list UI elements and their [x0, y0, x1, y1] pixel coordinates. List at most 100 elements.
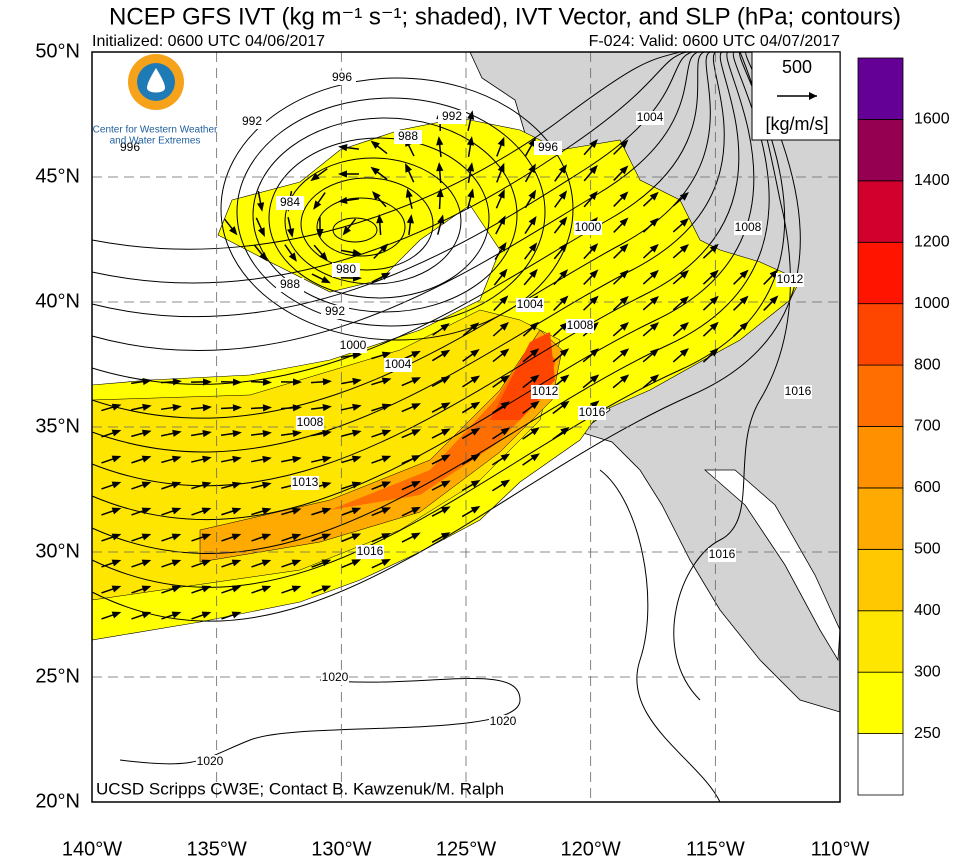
vector-key-head [809, 92, 817, 100]
ivt-vector-head [111, 611, 122, 619]
ivt-vector-head [589, 321, 599, 331]
slp-label: 988 [398, 129, 418, 143]
ivt-vector-head [372, 191, 381, 201]
ivt-vector-head [649, 296, 659, 305]
ivt-vector-head [529, 348, 540, 357]
ivt-vector-head [470, 505, 481, 514]
lat-label: 35°N [35, 415, 80, 437]
ivt-vector-head [440, 402, 451, 410]
colorbar-band [857, 426, 904, 489]
ivt-vector-head [411, 403, 422, 411]
ivt-vector-head [619, 295, 629, 305]
ivt-vector-head [288, 252, 297, 262]
ivt-vector-head [679, 348, 689, 357]
valid-time: F-024: Valid: 0600 UTC 04/07/2017 [589, 33, 841, 50]
ivt-vector-head [351, 455, 362, 463]
ivt-vector-head [528, 215, 537, 226]
ivt-vector-head [559, 295, 569, 305]
ivt-vector-head [322, 429, 332, 437]
ivt-vector-head [529, 268, 538, 279]
ivt-vector-head [141, 533, 152, 541]
ivt-vector-head [262, 455, 272, 463]
ivt-vector-head [292, 455, 302, 463]
colorbar-label: 600 [914, 479, 941, 496]
ivt-vector-head [497, 188, 505, 199]
ivt-vector-head [411, 506, 421, 514]
ivt-vector-head [411, 455, 421, 463]
ivt-vector-head [141, 585, 152, 593]
ivt-vector-head [141, 481, 152, 489]
ivt-vector-head [259, 252, 268, 262]
axes: 50°N 45°N 40°N 35°N 30°N 25°N 20°N 140°W 135°W 13… [35, 40, 869, 860]
ivt-vector-head [528, 242, 538, 252]
lon-label: 130°W [311, 838, 371, 860]
slp-label-bg [708, 548, 736, 562]
slp-label-bg [196, 755, 224, 769]
ivt-vector-head [405, 188, 413, 198]
slp-label: 992 [325, 304, 345, 318]
ivt-vector-head [232, 378, 242, 386]
ivt-vector-head [440, 532, 451, 540]
ivt-vector-head [441, 480, 451, 488]
ivt-vector-head [352, 403, 362, 411]
lat-label: 40°N [35, 290, 80, 312]
ivt-vector-head [440, 349, 451, 358]
ivt-vector-head [499, 295, 509, 305]
ivt-vector-head [231, 611, 242, 619]
ivt-vector-head [381, 455, 392, 463]
ivt-vector-head [500, 479, 511, 488]
gulf [703, 469, 841, 662]
ivt-vector-head [498, 215, 506, 226]
ivt-vector-head [379, 243, 389, 253]
ivt-vector-head [141, 429, 152, 437]
ivt-vector-head [560, 426, 570, 436]
ivt-vector-head [559, 348, 570, 357]
slp-label: 1020 [197, 754, 224, 768]
ivt-vector-head [500, 348, 510, 357]
slp-labels: 996 992 996 984 988 980 988 992 1000 1004 1008 1013… [116, 70, 812, 769]
ivt-vector-head [470, 480, 481, 488]
ivt-vector-head [381, 533, 391, 541]
ivt-vector-head [528, 189, 537, 200]
ivt-vector-head [499, 322, 509, 331]
colorbar-band [857, 119, 904, 182]
ivt-vector-head [649, 191, 659, 201]
lat-label: 30°N [35, 540, 80, 562]
ivt-vector-head [262, 404, 272, 412]
lat-label: 50°N [35, 40, 80, 62]
slp-label: 1004 [385, 357, 412, 371]
ivt-vector-head [141, 507, 152, 515]
ivt-vector-head [441, 428, 451, 436]
slp-label-bg [116, 141, 144, 155]
ivt-vector-head [202, 455, 212, 463]
ivt-vector-head [560, 374, 570, 383]
slp-contour [91, 51, 725, 453]
slp-label-bg [566, 319, 594, 333]
ivt-vector-head [441, 454, 451, 462]
slp-label-bg [384, 358, 412, 372]
ivt-vector-head [202, 404, 212, 412]
ivt-vector-head [769, 269, 779, 279]
lat-label: 20°N [35, 790, 80, 812]
ivt-vector-head [709, 347, 719, 357]
ivt-vector-head [470, 427, 481, 436]
slp-label: 1020 [322, 670, 349, 684]
ivt-vector-head [310, 172, 320, 182]
map-frame [91, 51, 841, 803]
ivt-vector-head [291, 507, 302, 515]
slp-label-bg [296, 416, 324, 430]
lon-label: 110°W [811, 838, 870, 860]
colorbar-label: 500 [914, 541, 941, 558]
slp-label: 996 [120, 140, 140, 154]
slp-label-bg [438, 110, 466, 124]
slp-label: 1004 [637, 110, 664, 124]
ivt-vector-head [649, 374, 660, 383]
ivt-vector-head [381, 377, 392, 385]
slp-label-bg [339, 339, 367, 353]
ivt-vector-head [321, 585, 332, 593]
ivt-vector-head [560, 400, 570, 410]
ivt-vector-head [467, 188, 475, 198]
slp-label-bg [332, 263, 360, 277]
colorbar-band [857, 241, 904, 305]
ivt-vector-head [440, 376, 451, 384]
